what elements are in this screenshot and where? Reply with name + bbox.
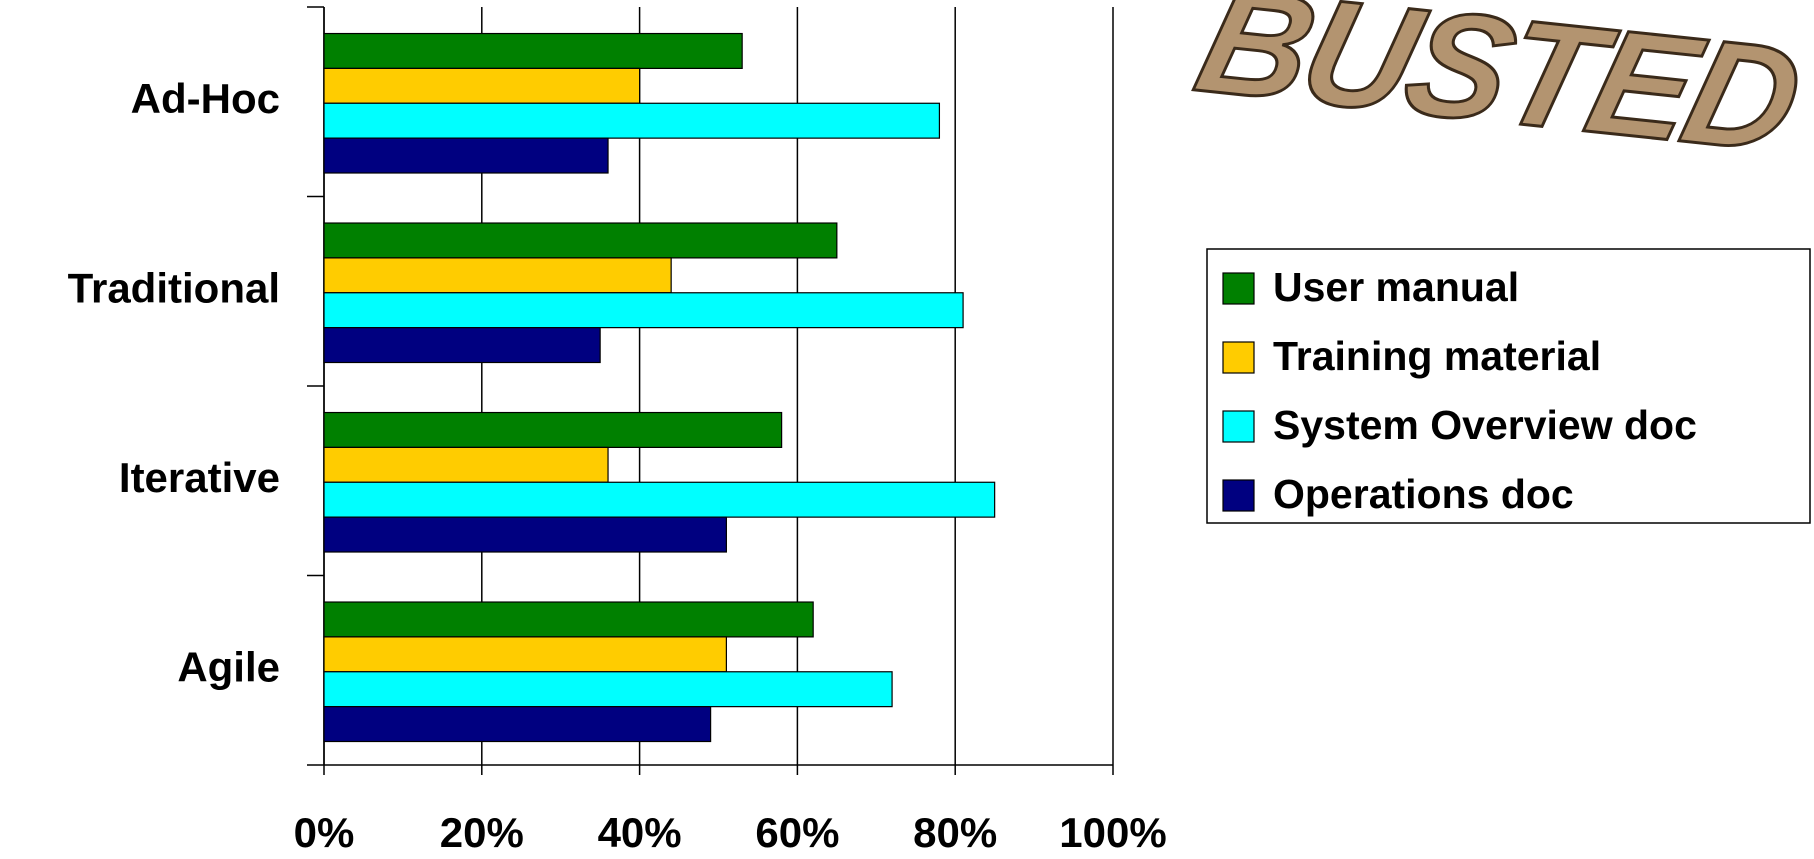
legend-swatch (1222, 410, 1255, 443)
bar (323, 411, 783, 448)
bar (323, 446, 609, 483)
bar (323, 481, 996, 518)
bar (323, 222, 838, 259)
bar (323, 137, 609, 174)
legend-label: User manual (1273, 264, 1519, 310)
bar (323, 601, 814, 638)
y-tick-label: Iterative (119, 454, 280, 501)
legend-swatch (1222, 341, 1255, 374)
y-tick-label: Agile (177, 643, 280, 690)
legend-label: Operations doc (1273, 471, 1574, 517)
x-tick-label: 40% (598, 809, 682, 856)
bar (323, 257, 672, 294)
legend-label: Training material (1273, 333, 1601, 379)
x-tick-label: 100% (1059, 809, 1166, 856)
bar (323, 102, 941, 139)
bar (323, 706, 712, 743)
bar (323, 67, 641, 104)
bar (323, 327, 601, 364)
legend-swatch (1222, 479, 1255, 512)
bar (323, 636, 727, 673)
legend-label: System Overview doc (1273, 402, 1697, 448)
bar (323, 292, 964, 329)
x-tick-label: 60% (755, 809, 839, 856)
x-tick-label: 80% (913, 809, 997, 856)
bar (323, 32, 743, 69)
x-tick-label: 20% (440, 809, 524, 856)
stamp: BUSTED (1183, 0, 1813, 183)
legend-box (1206, 248, 1811, 524)
y-tick-label: Ad-Hoc (131, 75, 280, 122)
y-tick-label: Traditional (68, 264, 280, 311)
bar (323, 516, 727, 553)
x-tick-label: 0% (294, 809, 355, 856)
legend-swatch (1222, 272, 1255, 305)
bar (323, 671, 893, 708)
